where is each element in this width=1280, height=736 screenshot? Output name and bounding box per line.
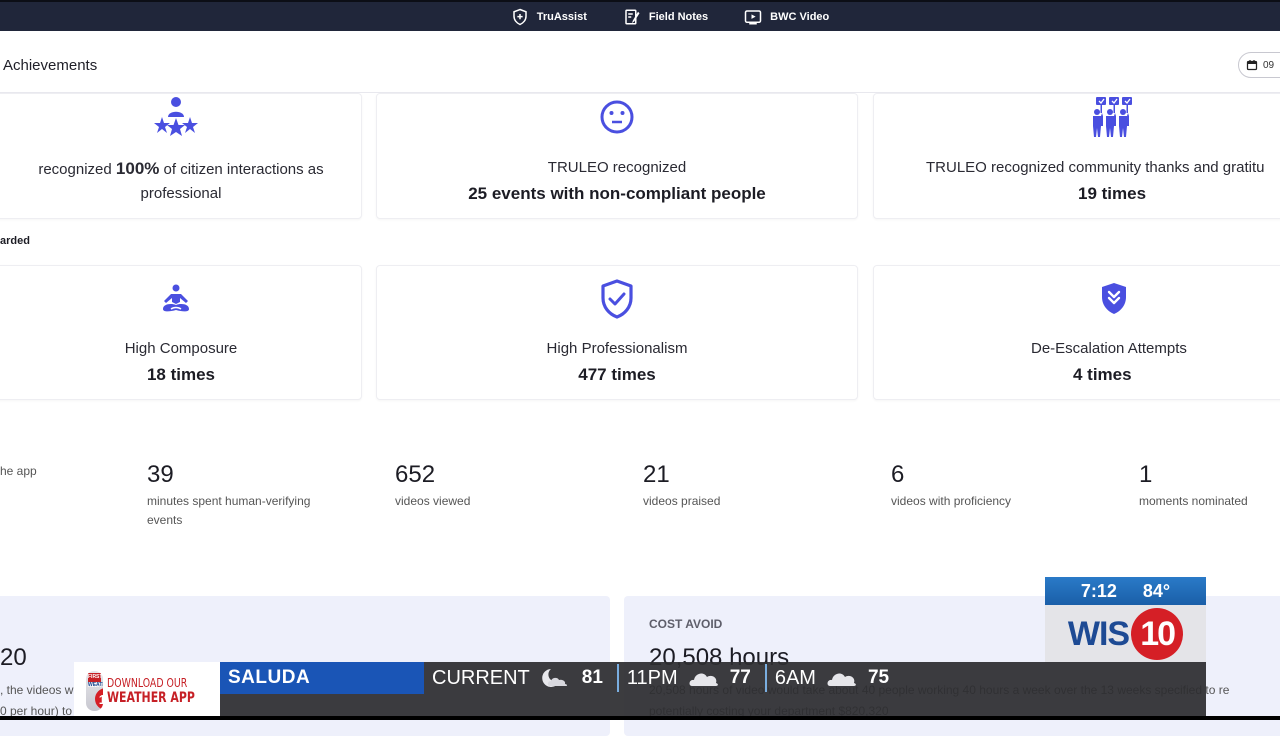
stat-value: 21: [643, 461, 670, 488]
calendar-icon: [1246, 60, 1258, 71]
stat-value: 39: [147, 461, 174, 488]
date-range-picker[interactable]: 09: [1238, 52, 1280, 78]
badge-count: 477 times: [578, 365, 656, 384]
nav-field-notes[interactable]: Field Notes: [623, 8, 708, 26]
stat-label: he app: [0, 464, 37, 478]
stat-moments-nominated: 1 moments nominated: [1139, 460, 1280, 511]
recognition-value: 25 events with non-compliant people: [468, 184, 766, 203]
nav-truassist[interactable]: TruAssist: [511, 8, 587, 26]
badge-count: 18 times: [146, 365, 216, 384]
nav-bwc-video-label: BWC Video: [770, 10, 830, 23]
badge-card-high-professionalism: High Professionalism 477 times: [376, 265, 858, 400]
recognition-card-professional: recognized 100% of citizen interactions …: [0, 93, 362, 219]
stat-minutes-verifying: 39 minutes spent human-verifying events: [147, 460, 332, 530]
badge-title: De-Escalation Attempts: [1031, 340, 1187, 357]
forecast-6am: 6AM 75: [774, 666, 890, 689]
forecast-strip: CURRENT 81 11PM 77 6AM 75: [424, 662, 1206, 694]
nav-field-notes-label: Field Notes: [648, 10, 709, 23]
badge-card-high-composure: High Composure 18 times: [0, 265, 362, 400]
cloud-icon: [827, 673, 856, 686]
ticker-city: SALUDA: [220, 662, 424, 694]
shield-check-icon: [601, 279, 633, 319]
recognition-value: 19 times: [1078, 184, 1147, 203]
ticker-lower-band: [220, 694, 1206, 720]
recognition-card-gratitude: TRULEO recognized community thanks and g…: [873, 93, 1280, 219]
badge-title: High Professionalism: [546, 340, 688, 357]
crowd-signs-icon: [1093, 97, 1132, 137]
station-logo-bug: 7:12 84° WIS 10: [1045, 577, 1206, 663]
people-stars-icon: [154, 97, 198, 136]
shield-plus-icon: [512, 8, 527, 25]
meditation-icon: [163, 284, 189, 312]
station-time: 7:12: [1080, 580, 1117, 601]
recognition-value: professional: [140, 185, 222, 202]
panel-big-value: 20: [0, 644, 27, 671]
recognition-card-non-compliant: TRULEO recognized 25 events with non-com…: [376, 93, 858, 219]
weather-ticker: FIRST ALERT WEATHER 10 DOWNLOAD OUR WEAT…: [74, 662, 1206, 720]
panel-label: COST AVOID: [649, 617, 723, 631]
stat-value: 6: [891, 461, 905, 488]
page-title: Achievements: [3, 57, 98, 74]
recognition-text: TRULEO recognized community thanks and g…: [926, 159, 1265, 176]
awarded-section-label: arded: [0, 235, 30, 247]
nav-bwc-video[interactable]: BWC Video: [744, 8, 829, 26]
stat-app: he app: [0, 460, 185, 481]
forecast-11pm: 11PM 77: [626, 666, 751, 689]
badge-card-de-escalation: De-Escalation Attempts 4 times: [873, 265, 1280, 400]
recognition-text: recognized 100% of citizen interactions …: [38, 159, 324, 178]
stat-videos-viewed: 652 videos viewed: [395, 460, 580, 511]
recognition-text: TRULEO recognized: [547, 159, 687, 176]
badge-count: 4 times: [1073, 365, 1132, 384]
neutral-face-icon: [600, 100, 634, 134]
shield-chevrons-icon: [1102, 283, 1126, 314]
station-call-letters: WIS: [1067, 614, 1130, 653]
panel-desc-line2: 0 per hour) to: [0, 704, 73, 718]
forecast-divider: [764, 664, 767, 692]
stat-label: moments nominated: [1139, 494, 1248, 508]
promo-text: DOWNLOAD OUR WEATHER APP: [107, 676, 196, 706]
top-nav: TruAssist Field Notes BWC Video: [0, 0, 1280, 31]
panel-desc-line1: , the videos w: [0, 683, 74, 697]
station-channel: 10: [1131, 608, 1184, 660]
page-header: Achievements: [0, 31, 1280, 93]
video-play-icon: [744, 9, 762, 24]
frame-edge: [0, 716, 1280, 720]
stat-label: videos praised: [643, 494, 721, 508]
weather-app-promo: FIRST ALERT WEATHER 10 DOWNLOAD OUR WEAT…: [74, 662, 220, 720]
stat-videos-proficiency: 6 videos with proficiency: [891, 460, 1076, 511]
stat-label: videos with proficiency: [891, 494, 1012, 508]
nav-truassist-label: TruAssist: [536, 10, 587, 23]
date-value: 09: [1263, 59, 1275, 71]
stat-value: 1: [1139, 461, 1153, 488]
stat-videos-praised: 21 videos praised: [643, 460, 828, 511]
forecast-divider: [616, 664, 619, 692]
badge-title: High Composure: [124, 340, 238, 357]
stat-label: minutes spent human-verifying events: [147, 494, 311, 527]
forecast-current: CURRENT 81: [432, 666, 603, 689]
moon-cloud-icon: [542, 669, 567, 687]
stat-value: 652: [395, 461, 436, 488]
station-brand: WIS 10: [1045, 605, 1206, 663]
stat-label: videos viewed: [395, 494, 471, 508]
station-time-temp: 7:12 84°: [1045, 577, 1206, 605]
cloud-icon: [689, 673, 718, 686]
station-temp: 84°: [1142, 580, 1171, 601]
weather-app-icon: FIRST ALERT WEATHER 10: [86, 671, 104, 711]
notes-pen-icon: [625, 9, 640, 24]
